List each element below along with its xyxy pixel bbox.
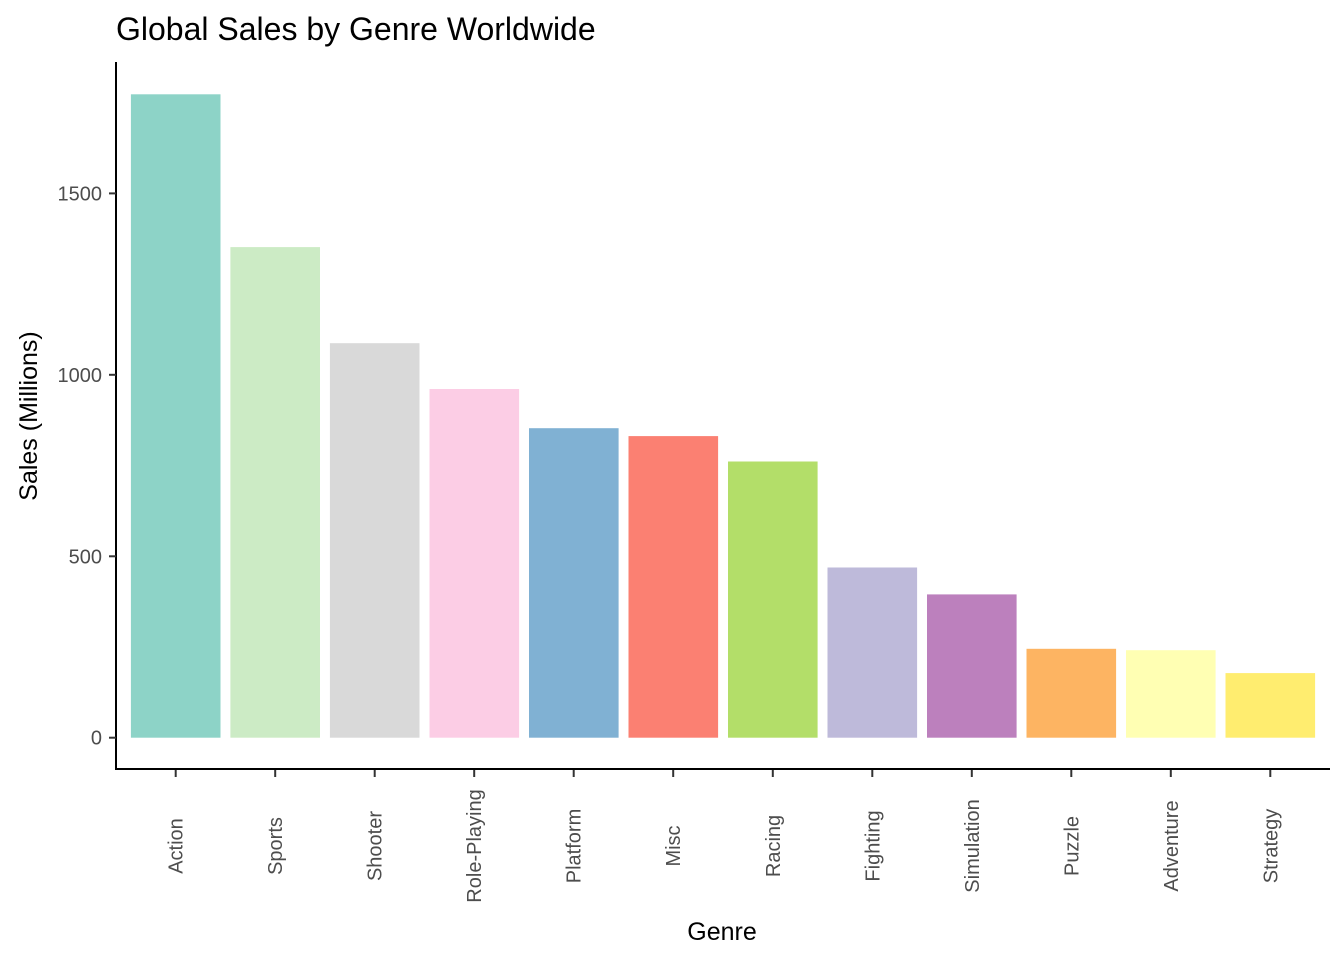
x-tick-label: Puzzle — [1061, 816, 1083, 876]
y-axis: 0 500 1000 1500 — [58, 62, 117, 770]
x-tick-label: Fighting — [862, 810, 884, 881]
y-tick-label: 1500 — [58, 183, 103, 205]
x-tick-label: Strategy — [1260, 809, 1282, 883]
x-tick-label: Racing — [763, 815, 785, 877]
bar-puzzle — [1026, 648, 1117, 738]
x-tick-label: Adventure — [1161, 800, 1183, 891]
y-tick-label: 0 — [91, 728, 102, 750]
chart-title: Global Sales by Genre Worldwide — [116, 11, 596, 47]
x-tick-label: Shooter — [365, 811, 387, 881]
x-tick-label: Role-Playing — [464, 789, 486, 902]
x-tick-label: Simulation — [962, 799, 984, 892]
x-axis: Action Sports Shooter Role-Playing Platform M… — [115, 768, 1330, 903]
bar-shooter — [329, 343, 420, 738]
bars-layer — [130, 94, 1316, 738]
x-tick-label: Action — [166, 818, 188, 874]
y-tick-label: 500 — [69, 546, 102, 568]
x-axis-title: Genre — [687, 918, 756, 946]
bar-misc — [628, 436, 719, 738]
bar-strategy — [1225, 673, 1316, 738]
bar-racing — [728, 461, 818, 738]
bar-fighting — [827, 567, 918, 738]
x-tick-label: Misc — [663, 825, 685, 866]
bar-action — [130, 94, 221, 738]
bar-role-playing — [429, 389, 520, 738]
bar-adventure — [1126, 650, 1216, 738]
y-tick-label: 1000 — [58, 365, 103, 387]
x-tick-label: Sports — [265, 817, 287, 875]
bar-simulation — [927, 594, 1017, 738]
x-tick-label: Platform — [564, 809, 586, 883]
bar-platform — [529, 428, 619, 738]
bar-sports — [230, 247, 320, 738]
y-axis-title: Sales (Millions) — [15, 331, 43, 500]
